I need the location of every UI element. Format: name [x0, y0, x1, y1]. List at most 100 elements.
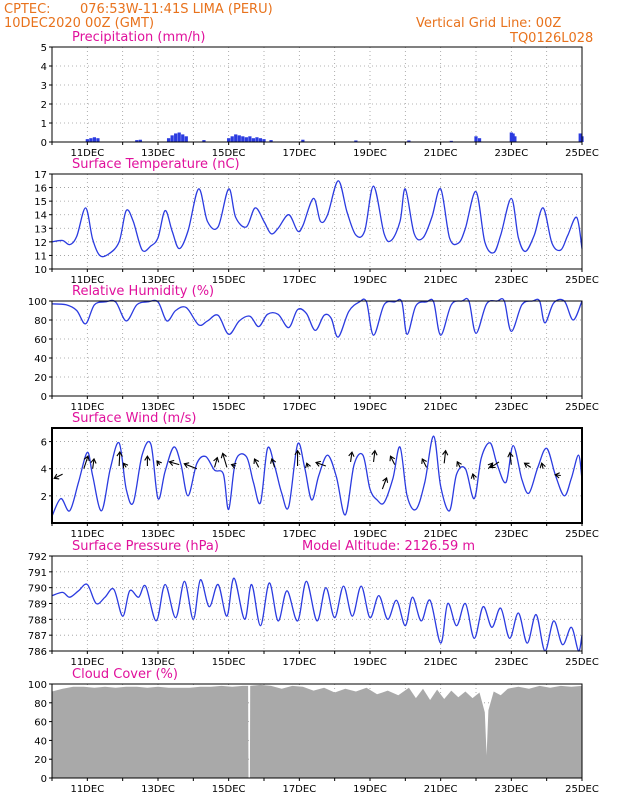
wind-vector-head	[539, 462, 546, 469]
wind-vector	[222, 453, 228, 468]
precip-bar	[177, 132, 181, 142]
precip-bar	[248, 136, 252, 142]
temp-ytick-label: 16	[34, 184, 47, 195]
rh-ytick-label: 60	[34, 335, 47, 346]
precip-bar	[262, 139, 266, 142]
temp-xtick-label: 13DEC	[141, 275, 175, 286]
pressure-ytick-label: 790	[28, 584, 47, 595]
precip-xtick-label: 15DEC	[212, 148, 246, 159]
wind-vector-head	[371, 449, 378, 456]
wind-vector	[53, 473, 63, 479]
wind-vector-head	[442, 449, 449, 456]
precip-ytick-label: 4	[41, 62, 47, 73]
pressure-xtick-label: 19DEC	[353, 657, 387, 668]
precip-bar	[234, 134, 238, 142]
temp-ytick-label: 14	[34, 211, 47, 222]
pressure-ytick-label: 789	[28, 600, 47, 611]
rh-title: Relative Humidity (%)	[72, 284, 214, 299]
rh-ytick-label: 80	[34, 316, 47, 327]
pressure-ytick-label: 786	[28, 647, 47, 658]
precip-bar	[227, 138, 231, 142]
pressure-xtick-label: 23DEC	[494, 657, 528, 668]
wind-vector-head	[213, 456, 220, 463]
wind-vector-head	[315, 460, 322, 467]
precip-ytick-label: 1	[41, 119, 47, 130]
cloud-xtick-label: 15DEC	[212, 784, 246, 795]
wind-vector-head	[183, 462, 190, 469]
cloud-xtick-label: 17DEC	[282, 784, 316, 795]
temp-ytick-label: 15	[34, 197, 47, 208]
precip-bar	[354, 140, 358, 142]
wind-vector	[92, 458, 95, 469]
pressure-ytick-label: 792	[28, 552, 47, 563]
wind-vector	[350, 452, 353, 463]
temp-xtick-label: 19DEC	[353, 275, 387, 286]
pressure-line	[51, 577, 583, 652]
precip-bar	[85, 139, 89, 142]
wind-vector-head	[253, 458, 260, 464]
precip-bar	[230, 136, 234, 142]
precip-bar	[477, 138, 482, 142]
precip-frame	[51, 46, 583, 143]
temp-xtick-label: 21DEC	[424, 275, 458, 286]
precip-xtick-label: 11DEC	[70, 148, 104, 159]
wind-vector	[214, 457, 218, 468]
pressure-xtick-label: 13DEC	[141, 657, 175, 668]
cloud-ytick-label: 60	[34, 718, 47, 729]
cloud-ytick-label: 20	[34, 755, 47, 766]
header-grid-note: Vertical Grid Line: 00Z	[416, 16, 561, 31]
pressure-xtick-label: 21DEC	[424, 657, 458, 668]
rh-xtick-label: 25DEC	[565, 402, 599, 413]
precip-bar	[407, 140, 411, 142]
wind-xtick-label: 23DEC	[494, 529, 528, 540]
temp-xtick-label: 17DEC	[282, 275, 316, 286]
rh-xtick-label: 11DEC	[70, 402, 104, 413]
precip-xtick-label: 17DEC	[282, 148, 316, 159]
wind-vector	[184, 463, 198, 470]
rh-ytick-label: 40	[34, 354, 47, 365]
precip-bar	[174, 133, 178, 142]
header-init-time: 10DEC2020 00Z (GMT)	[4, 16, 154, 31]
wind-vector-head	[489, 462, 496, 469]
cloud-xtick-label: 13DEC	[141, 784, 175, 795]
wind-vector	[524, 462, 532, 468]
precip-bar	[135, 140, 139, 142]
temp-panel: 10 11 12 13 14 15 16 17 11DEC 13DEC 15DEC 17DEC 19DE…	[34, 157, 599, 286]
temp-xtick-label: 25DEC	[565, 275, 599, 286]
wind-vector	[315, 461, 327, 467]
pressure-ytick-label: 787	[28, 631, 47, 642]
pressure-ytick-label: 788	[28, 615, 47, 626]
wind-panel: 2 4 6 11DEC 13DEC 15DEC 17DEC 19DEC 21DEC 23DEC 25…	[41, 411, 599, 540]
wind-vector	[390, 455, 396, 465]
rh-xtick-label: 23DEC	[494, 402, 528, 413]
wind-vector-head	[305, 462, 311, 469]
wind-vector-head	[53, 473, 60, 480]
cloud-area	[52, 684, 582, 778]
pressure-xtick-label: 11DEC	[70, 657, 104, 668]
wind-vector-head	[220, 452, 227, 459]
cloud-xtick-label: 21DEC	[424, 784, 458, 795]
precip-ytick-label: 2	[41, 100, 47, 111]
rh-ytick-label: 0	[41, 392, 47, 403]
cloud-panel: 0 20 40 60 80 100 11DEC 13DEC 15DEC 17DEC 19DEC 21D…	[28, 667, 599, 795]
precip-xtick-label: 19DEC	[353, 148, 387, 159]
wind-vector-head	[294, 449, 301, 456]
cloud-ytick-label: 80	[34, 699, 47, 710]
rh-xtick-label: 19DEC	[353, 402, 387, 413]
precip-panel: 0 1 2 3 4 5 11DEC 13DEC 15DEC 17DEC 19DEC 21DEC 23DE…	[41, 30, 599, 159]
cloud-title: Cloud Cover (%)	[72, 667, 178, 682]
precip-bar	[181, 134, 185, 142]
pressure-ytick-label: 791	[28, 568, 47, 579]
cloud-xtick-label: 23DEC	[494, 784, 528, 795]
precip-bar	[251, 138, 256, 142]
wind-vector-head	[507, 451, 514, 458]
wind-vector-head	[83, 455, 90, 462]
cloud-xtick-label: 11DEC	[70, 784, 104, 795]
wind-xtick-label: 17DEC	[282, 529, 316, 540]
temp-ytick-label: 11	[34, 251, 47, 262]
precip-bar	[301, 139, 305, 142]
precip-ytick-label: 3	[41, 81, 47, 92]
precip-bar	[237, 135, 241, 142]
